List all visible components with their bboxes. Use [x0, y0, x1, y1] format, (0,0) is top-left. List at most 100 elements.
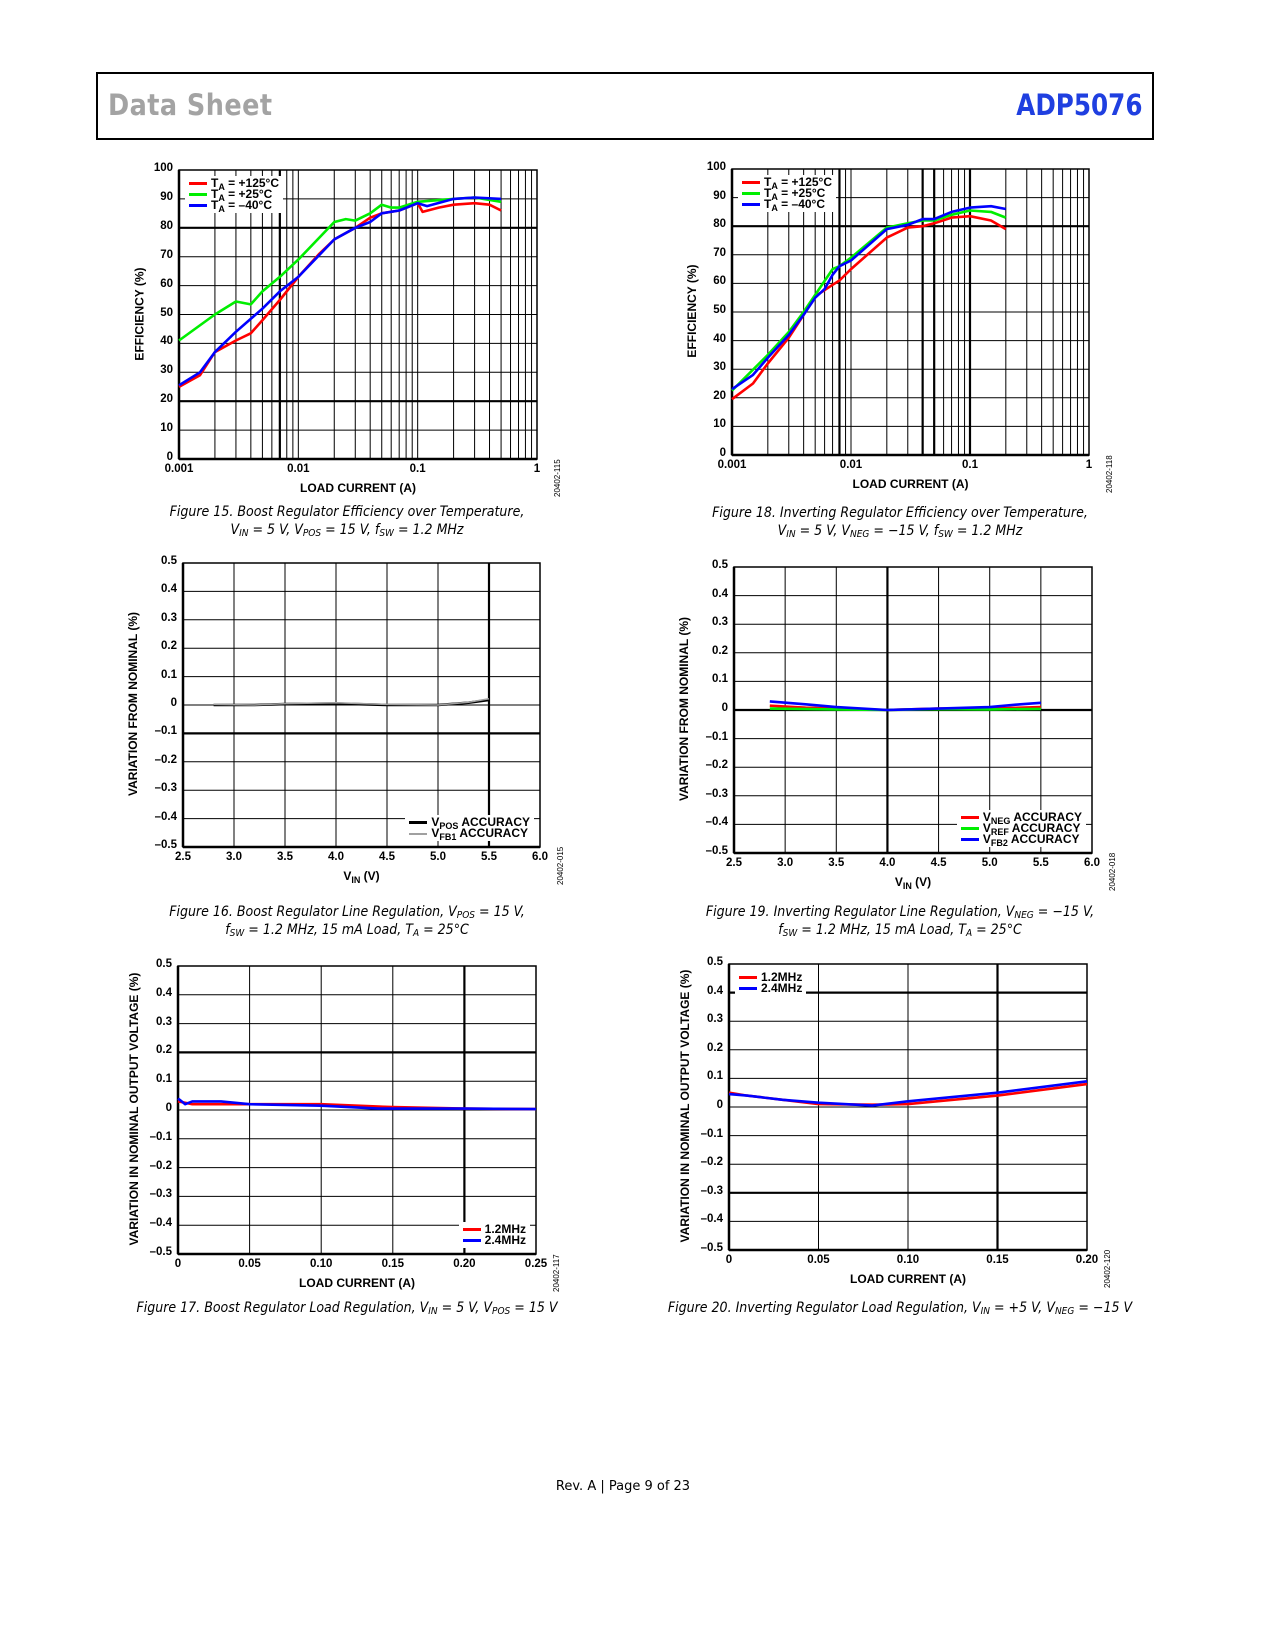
y-tick-label: –0.3 — [700, 1184, 723, 1197]
x-tick-label: 3.5 — [277, 851, 293, 863]
caption-text: = 1.2 MHz — [393, 522, 464, 538]
y-tick-label: –0.2 — [700, 1156, 723, 1169]
caption-text: V — [230, 522, 240, 538]
x-tick-label: 6.0 — [1084, 857, 1100, 869]
caption-subscript: POS — [302, 528, 322, 539]
legend-label-subscript: FB1 — [439, 832, 457, 842]
legend: 1.2MHz 2.4MHz — [458, 1222, 530, 1248]
y-tick-label: 0.2 — [156, 1044, 172, 1057]
series-line-2 — [731, 204, 1007, 391]
x-tick-label: 0.25 — [524, 1258, 548, 1270]
y-axis-label: VARIATION FROM NOMINAL (%) — [677, 566, 691, 852]
caption-subscript: NEG — [1054, 1306, 1075, 1317]
plot-area — [732, 566, 1093, 855]
y-tick-label: –0.3 — [154, 782, 177, 795]
y-tick-label: 0.2 — [161, 640, 177, 653]
legend-label-subscript: A — [771, 192, 778, 202]
caption-subscript: A — [965, 928, 973, 939]
legend-label-text: 1.2MHz — [761, 970, 803, 984]
x-tick-label: 0.001 — [717, 459, 747, 471]
y-tick-label: –0.1 — [700, 1127, 723, 1140]
x-tick-label: 4.5 — [930, 857, 947, 869]
x-tick-label: 5.5 — [481, 851, 497, 863]
y-tick-label: 90 — [160, 190, 173, 203]
y-tick-label: –0.5 — [149, 1246, 172, 1258]
y-tick-label: –0.3 — [149, 1188, 172, 1201]
series-line-2 — [178, 196, 502, 387]
x-axis-label-subscript: IN — [351, 875, 361, 885]
y-tick-label: –0.2 — [705, 759, 728, 772]
plot-area — [727, 963, 1088, 1252]
legend: VNEG ACCURACY VREF ACCURACY VFB2 ACCURACY — [956, 810, 1086, 848]
plot-area — [730, 168, 1090, 457]
y-tick-label: 0.4 — [712, 587, 728, 600]
caption-text: = +5 V, V — [989, 1300, 1055, 1316]
legend-label: TA = –40°C — [211, 199, 272, 214]
legend-label-text: V — [982, 821, 991, 835]
legend-label: TA = +125°C — [211, 177, 279, 192]
legend-item: TA = +25°C — [189, 187, 279, 203]
x-tick-label: 0.10 — [309, 1258, 333, 1270]
legend-label-subscript: A — [218, 182, 225, 192]
y-axis-label-text: EFFICIENCY (%) — [685, 264, 699, 358]
legend-label-text: V — [431, 815, 440, 829]
legend-item: VNEG ACCURACY — [960, 811, 1082, 826]
x-tick-label: 0.01 — [839, 459, 863, 471]
legend-label-subscript: NEG — [990, 816, 1011, 826]
legend-swatch — [739, 987, 757, 990]
y-tick-label: 0.2 — [707, 1041, 723, 1054]
page-footer: Rev. A | Page 9 of 23 — [555, 1479, 691, 1494]
y-tick-label: –0.4 — [149, 1217, 172, 1230]
y-tick-label: 0.4 — [707, 984, 723, 997]
legend: 1.2MHz 2.4MHz — [735, 970, 807, 996]
x-axis-label-text: V — [343, 869, 352, 883]
y-tick-label: 10 — [160, 422, 173, 435]
document-type: Data Sheet — [108, 88, 273, 122]
legend-item: 1.2MHz — [739, 970, 803, 984]
x-tick-label: 0.05 — [238, 1258, 261, 1270]
caption-text: V — [777, 523, 787, 539]
series-line-1 — [728, 1080, 1088, 1107]
y-tick-label: 100 — [153, 162, 173, 174]
caption-subscript: POS — [456, 910, 475, 921]
y-tick-label: 0 — [166, 451, 173, 463]
caption-subscript: IN — [428, 1306, 438, 1317]
figure-id: 20402-118 — [1105, 455, 1114, 493]
y-axis-label: VARIATION IN NOMINAL OUTPUT VOLTAGE (%) — [678, 963, 692, 1249]
caption-line: Figure 15. Boost Regulator Efficiency ov… — [95, 503, 599, 521]
plot-area — [176, 965, 537, 1256]
caption-text: = 15 V, — [474, 904, 525, 920]
caption-subscript: POS — [492, 1306, 511, 1317]
figure-id: 20402-120 — [1103, 1249, 1112, 1288]
caption-text: = 1.2 MHz — [952, 523, 1023, 539]
figure-caption: Figure 20. Inverting Regulator Load Regu… — [648, 1299, 1152, 1317]
caption-line: Figure 19. Inverting Regulator Line Regu… — [648, 903, 1152, 921]
caption-subscript: IN — [239, 528, 249, 539]
y-tick-label: 0.1 — [161, 668, 177, 681]
legend-label: VFB2 ACCURACY — [983, 833, 1080, 848]
caption-subscript: NEG — [849, 529, 870, 540]
caption-text: = 5 V, V — [248, 522, 303, 538]
legend-label: 1.2MHz — [761, 970, 803, 984]
y-tick-label: 100 — [706, 161, 726, 173]
legend-label-text: T — [764, 175, 772, 189]
caption-text: f — [225, 922, 230, 938]
y-tick-label: –0.4 — [154, 810, 177, 823]
figure-caption: Figure 18. Inverting Regulator Efficienc… — [648, 504, 1152, 540]
legend-label-subscript: POS — [439, 821, 459, 831]
x-tick-label: 0.01 — [287, 463, 310, 475]
figure-caption: Figure 17. Boost Regulator Load Regulati… — [95, 1299, 599, 1317]
legend-label-text: T — [211, 187, 219, 201]
legend-label-subscript: A — [771, 203, 778, 213]
figure-id: 20402-015 — [556, 846, 565, 885]
y-tick-label: 0.5 — [707, 956, 723, 968]
caption-text: Figure 18. Inverting Regulator Efficienc… — [712, 505, 1088, 521]
y-axis-label-text: EFFICIENCY (%) — [132, 266, 146, 361]
y-tick-label: 40 — [160, 335, 173, 348]
caption-subscript: SW — [229, 928, 245, 939]
series-line-2 — [769, 700, 1041, 712]
figure-caption: Figure 16. Boost Regulator Line Regulati… — [95, 903, 599, 939]
figure-id: 20402-018 — [1108, 852, 1117, 891]
y-axis-label-text: VARIATION FROM NOMINAL (%) — [677, 617, 691, 801]
caption-text: = 1.2 MHz, 15 mA Load, T — [797, 922, 966, 938]
